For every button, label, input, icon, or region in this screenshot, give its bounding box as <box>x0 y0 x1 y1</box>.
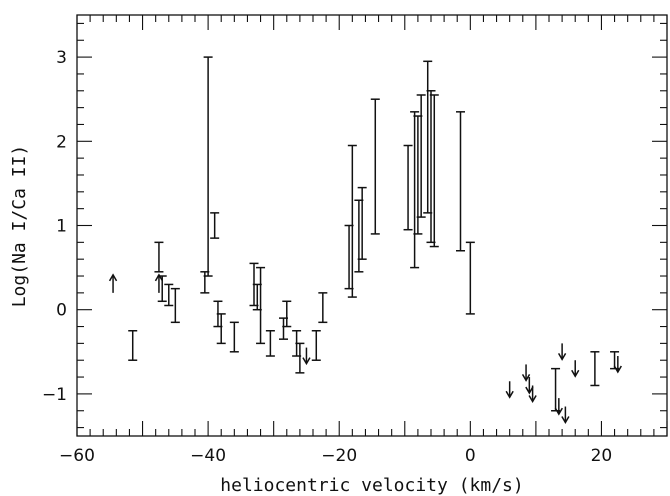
range-bar <box>282 300 292 328</box>
range-bar <box>216 313 226 345</box>
range-bar <box>154 241 164 273</box>
range-bar <box>416 94 426 218</box>
lower-limit-arrow <box>108 273 118 293</box>
axis-ticks <box>76 15 668 436</box>
tick-labels: −60 −40 −20 0 20 −1 0 1 2 3 <box>42 48 612 466</box>
range-bar <box>295 342 305 374</box>
x-tick-label: 0 <box>465 446 476 466</box>
arrow-head <box>505 390 514 399</box>
upper-limit-arrow <box>561 406 570 425</box>
arrow-head <box>302 357 311 366</box>
range-bar <box>128 330 138 361</box>
range-bar <box>318 292 328 324</box>
range-bar <box>370 98 380 235</box>
range-bar <box>311 330 321 361</box>
arrow-head <box>154 273 164 282</box>
range-bar <box>347 144 357 298</box>
arrow-head <box>528 395 537 403</box>
data-marks <box>108 56 622 425</box>
y-axis-title: Log(Na I/Ca II) <box>9 145 30 308</box>
y-tick-label: −1 <box>42 385 67 405</box>
y-tick-label: 3 <box>56 48 67 68</box>
upper-limit-arrow <box>521 364 531 382</box>
x-tick-label: −40 <box>190 446 226 466</box>
upper-limit-arrow <box>571 360 580 378</box>
x-tick-label: 20 <box>591 446 613 466</box>
range-bar <box>410 111 420 269</box>
y-tick-label: 0 <box>56 301 67 321</box>
range-bar <box>256 266 266 345</box>
arrow-head <box>613 365 622 374</box>
x-tick-label: −60 <box>59 446 95 466</box>
arrow-head <box>561 416 570 425</box>
upper-limit-arrow <box>613 356 622 374</box>
range-bar <box>210 212 220 239</box>
arrow-head <box>108 273 118 282</box>
range-bar <box>203 56 213 277</box>
upper-limit-arrow <box>302 347 311 366</box>
range-bar <box>229 321 239 353</box>
upper-limit-arrow <box>554 398 563 416</box>
arrow-head <box>571 369 580 378</box>
range-bar <box>590 351 600 387</box>
range-bar <box>357 186 367 260</box>
y-tick-label: 2 <box>56 132 67 152</box>
upper-limit-arrow <box>525 377 534 395</box>
lower-limit-arrow <box>154 273 164 293</box>
arrow-head <box>521 374 531 382</box>
x-axis-title: heliocentric velocity (km/s) <box>220 475 523 496</box>
upper-limit-arrow <box>557 343 567 361</box>
upper-limit-arrow <box>505 381 514 399</box>
range-bar <box>465 241 475 315</box>
arrow-head <box>525 386 534 395</box>
range-bar <box>265 330 275 357</box>
arrow-head <box>557 353 567 361</box>
range-bar <box>164 283 174 307</box>
range-bar <box>170 287 180 324</box>
range-bar <box>456 111 465 252</box>
plot-frame <box>76 14 668 437</box>
arrow-head <box>554 407 563 416</box>
range-bar <box>403 144 413 231</box>
upper-limit-arrow <box>528 385 537 403</box>
x-tick-label: −20 <box>321 446 357 466</box>
y-tick-label: 1 <box>56 217 67 237</box>
range-bar <box>429 94 439 248</box>
